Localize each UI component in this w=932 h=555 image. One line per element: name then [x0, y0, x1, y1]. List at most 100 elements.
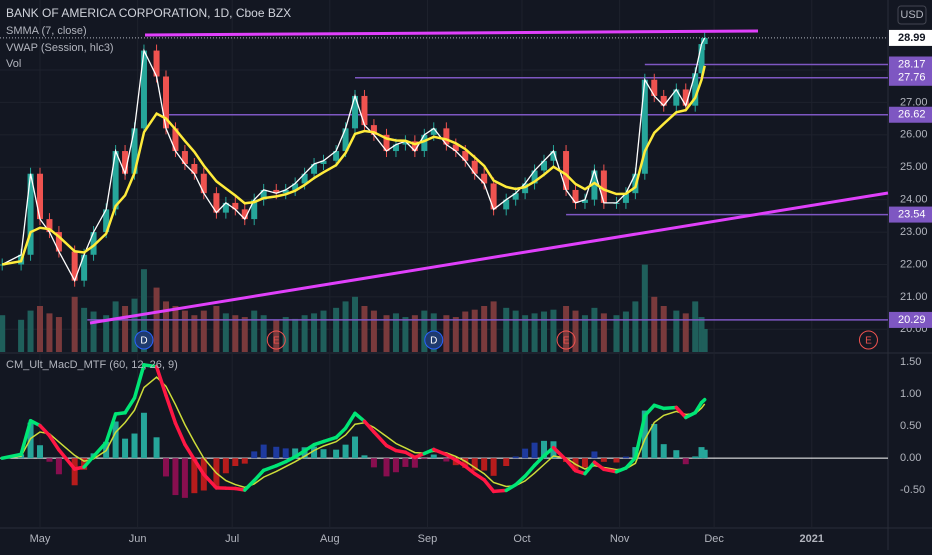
volume-bar: [613, 315, 619, 352]
level-label: 28.17: [898, 58, 926, 70]
volume-bar: [172, 306, 178, 352]
volume-bar: [402, 317, 408, 352]
candle: [37, 174, 43, 219]
event-label: E: [563, 336, 570, 347]
macd-hist: [56, 458, 62, 474]
volume-bar: [333, 308, 339, 352]
volume-bar: [37, 306, 43, 352]
volume-bar: [343, 301, 349, 352]
volume-bar: [503, 308, 509, 352]
volume-bar: [321, 311, 327, 352]
y-tick-label: 26.00: [900, 129, 928, 141]
volume-bar: [201, 311, 207, 352]
volume-bar: [661, 306, 667, 352]
macd-tick-label: 0.00: [900, 452, 921, 464]
y-tick-label: 23.00: [900, 226, 928, 238]
event-label: D: [140, 336, 147, 347]
candle: [81, 255, 87, 281]
volume-bar: [412, 315, 418, 352]
volume-bar: [384, 315, 390, 352]
macd-line: [664, 407, 677, 408]
macd-hist: [513, 456, 519, 458]
volume-bar: [491, 301, 497, 352]
macd-hist: [163, 458, 169, 476]
macd-hist: [683, 458, 689, 464]
macd-hist: [37, 445, 43, 458]
macd-hist: [352, 437, 358, 459]
macd-line: [604, 469, 617, 471]
x-tick-label: Oct: [513, 533, 530, 545]
volume-bar: [601, 313, 607, 352]
level-label: 20.29: [898, 314, 926, 326]
volume-bar: [541, 312, 547, 352]
macd-hist: [522, 449, 528, 459]
macd-hist: [481, 458, 487, 470]
x-tick-label: May: [30, 533, 51, 545]
volume-bar: [302, 315, 308, 352]
macd-hist: [532, 443, 538, 458]
macd-hist: [132, 434, 138, 459]
volume-bar: [513, 311, 519, 352]
y-tick-label: 22.00: [900, 258, 928, 270]
volume-bar: [191, 315, 197, 352]
volume-bar: [472, 310, 478, 352]
volume-bar: [28, 311, 34, 352]
volume-bar: [642, 265, 648, 352]
volume-bar: [292, 319, 298, 352]
macd-hist: [232, 458, 238, 466]
volume-bar: [632, 301, 638, 352]
level-label: 27.76: [898, 72, 926, 84]
volume-bar: [56, 317, 62, 352]
macd-hist: [443, 458, 449, 461]
volume-bar: [591, 308, 597, 352]
volume-bar: [72, 297, 78, 352]
event-label: D: [430, 336, 437, 347]
macd-hist: [421, 458, 427, 459]
volume-bar: [361, 306, 367, 352]
volume-bar: [213, 306, 219, 352]
macd-hist: [182, 458, 188, 498]
indicator-label: Vol: [6, 58, 21, 70]
volume-bar: [532, 313, 538, 352]
volume-bar: [311, 313, 317, 352]
volume-bar: [352, 297, 358, 352]
macd-line: [494, 490, 507, 491]
macd-hist: [601, 458, 607, 462]
volume-bar: [582, 315, 588, 352]
macd-hist: [673, 450, 679, 458]
x-tick-label: Dec: [704, 533, 724, 545]
volume-bar: [702, 329, 708, 352]
volume-bar: [393, 313, 399, 352]
macd-hist: [613, 458, 619, 462]
macd-hist: [283, 448, 289, 458]
macd-hist: [661, 444, 667, 458]
x-tick-label: Jul: [225, 533, 239, 545]
macd-hist: [702, 450, 708, 458]
volume-bar: [453, 317, 459, 352]
macd-hist: [154, 437, 160, 458]
volume-bar: [261, 315, 267, 352]
macd-tick-label: 1.50: [900, 356, 921, 368]
volume-bar: [683, 313, 689, 352]
volume-bar: [81, 308, 87, 352]
macd-hist: [46, 458, 52, 462]
macd-hist: [122, 439, 128, 459]
y-tick-label: 25.00: [900, 161, 928, 173]
x-tick-label: Jun: [129, 533, 147, 545]
macd-hist: [384, 458, 390, 476]
macd-hist: [412, 458, 418, 468]
currency[interactable]: USD: [900, 9, 923, 21]
volume-bar: [692, 301, 698, 352]
volume-bar: [18, 320, 24, 352]
macd-hist: [242, 458, 248, 463]
macd-hist: [72, 458, 78, 485]
macd-hist: [141, 413, 147, 458]
x-tick-label: Nov: [610, 533, 630, 545]
macd-line: [702, 400, 705, 403]
volume-bar: [651, 297, 657, 352]
macd-tick-label: -0.50: [900, 484, 925, 496]
volume-bar: [443, 315, 449, 352]
macd-hist: [273, 447, 279, 458]
macd-hist: [172, 458, 178, 495]
